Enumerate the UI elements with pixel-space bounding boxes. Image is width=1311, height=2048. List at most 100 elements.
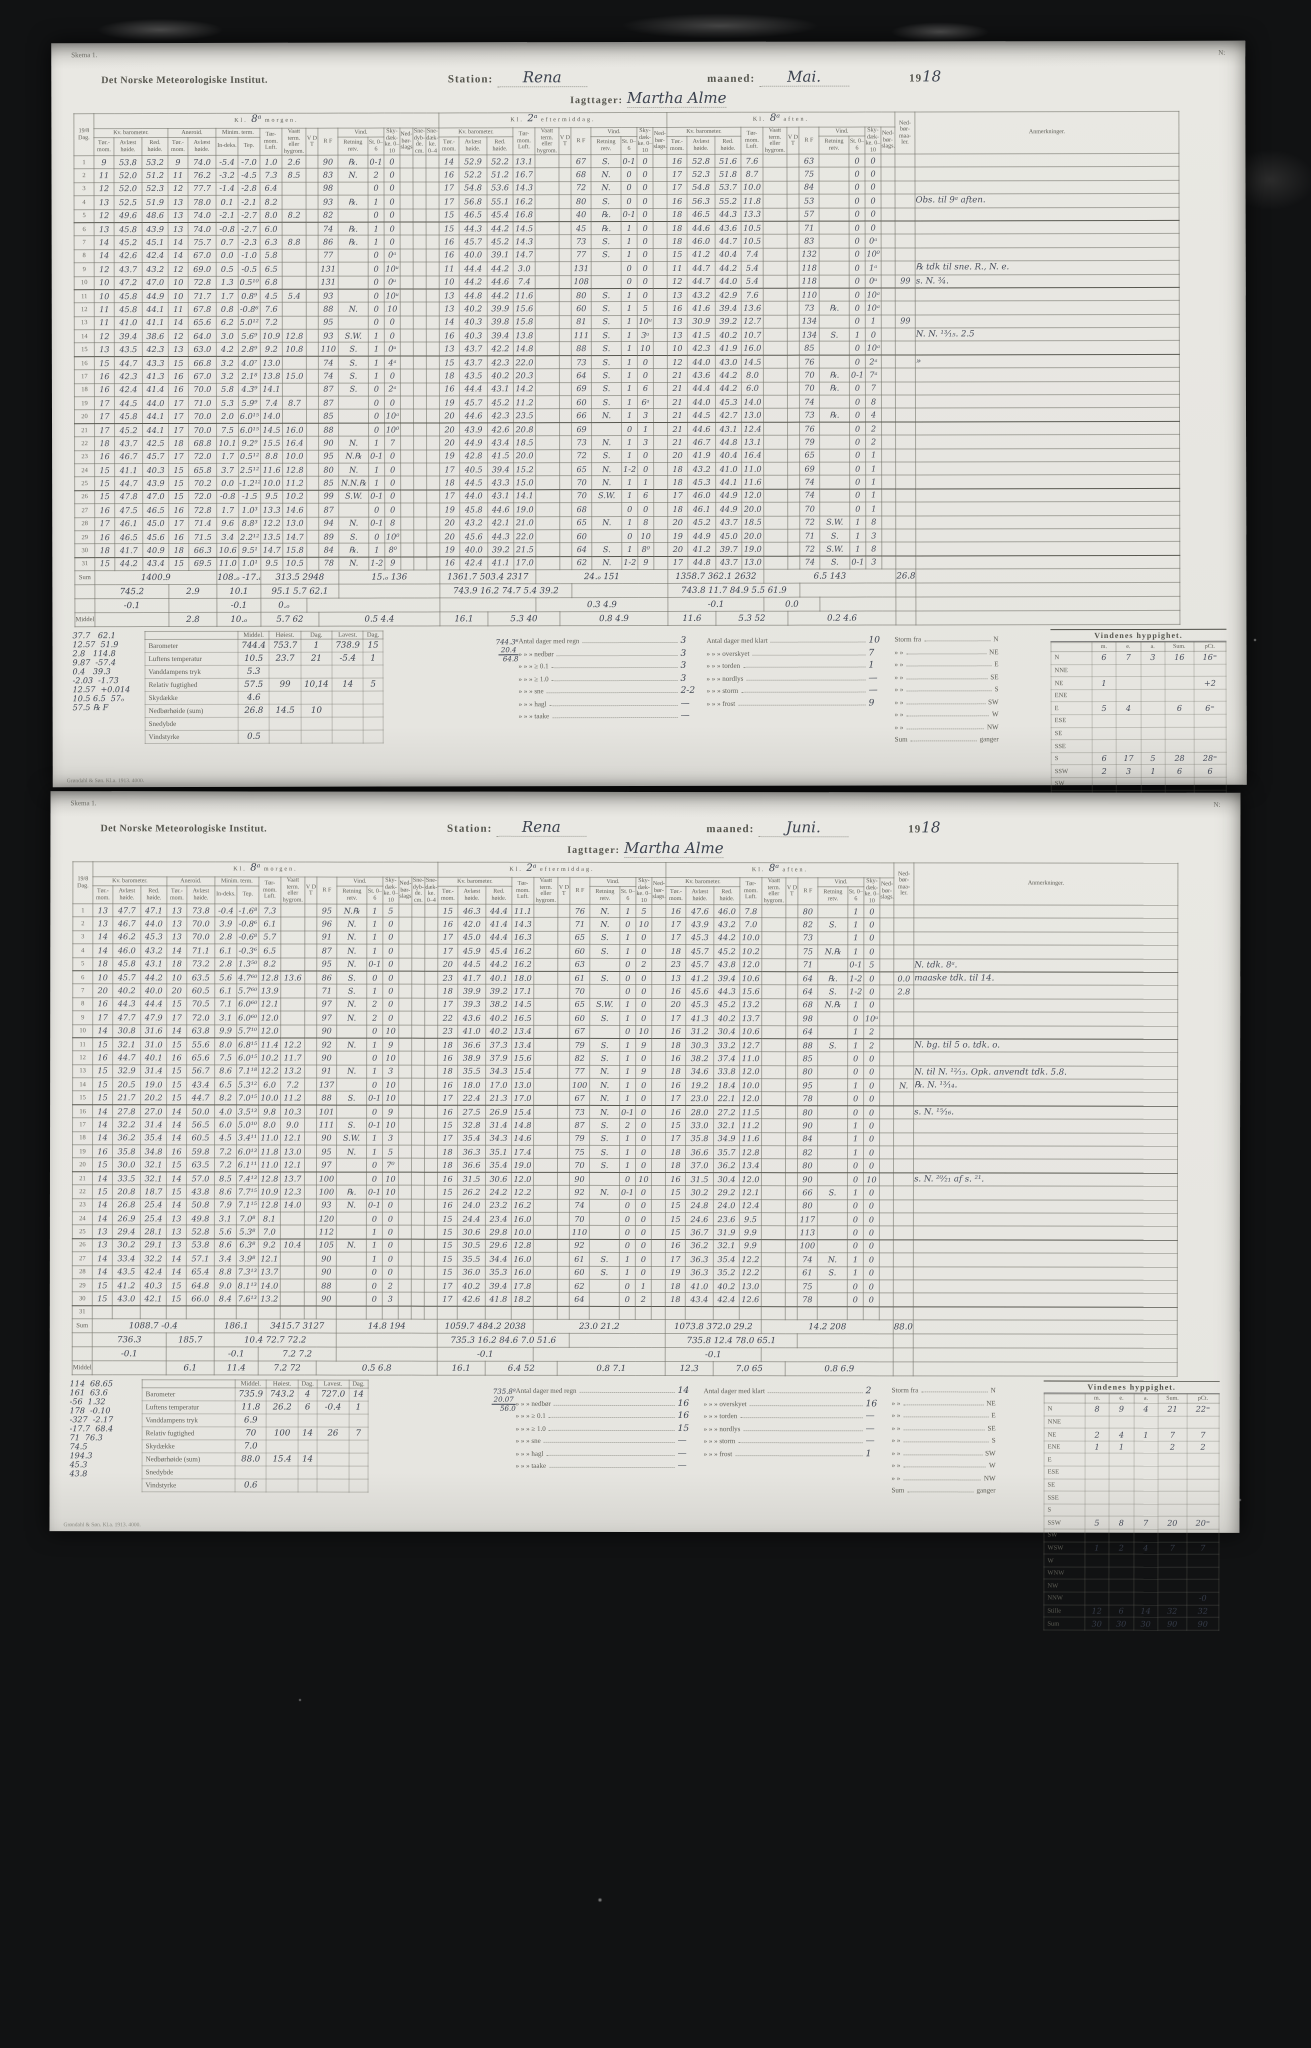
data-cell xyxy=(787,421,800,436)
group-kv-barometer: Kv. barometer. xyxy=(665,877,740,888)
data-cell: 45.0 xyxy=(142,517,169,531)
wind-count xyxy=(1091,727,1117,740)
remark-cell xyxy=(915,367,1180,382)
data-cell xyxy=(787,488,800,503)
data-cell: 15 xyxy=(166,1185,187,1199)
data-cell: 80 xyxy=(797,1065,818,1079)
wind-count: 90 xyxy=(1157,1617,1187,1631)
data-cell xyxy=(559,315,572,329)
data-cell: 15.8 xyxy=(282,543,307,557)
storm-row: » » NE xyxy=(892,1399,996,1412)
data-cell: 36.6 xyxy=(457,1038,486,1052)
data-cell: 15 xyxy=(168,476,189,491)
data-cell xyxy=(424,1279,438,1293)
stats-value: 735.9 xyxy=(235,1388,267,1402)
data-cell: 7.3¹³ xyxy=(236,1265,259,1279)
wind-direction: N xyxy=(1050,651,1092,665)
leader-dots xyxy=(906,702,986,705)
data-cell: 0 xyxy=(635,1225,652,1240)
scribble-line: -2.03 -1.73 xyxy=(72,676,119,686)
data-cell: 1 xyxy=(847,998,864,1012)
day-number: 28 xyxy=(72,1265,93,1279)
data-cell xyxy=(761,1172,786,1186)
data-cell: S. xyxy=(591,342,622,356)
data-cell: S. xyxy=(589,1158,620,1173)
data-cell xyxy=(426,355,440,370)
subcol-tør: Tør.-mom. xyxy=(166,886,187,904)
remark-cell xyxy=(915,340,1180,355)
stats-value xyxy=(348,1440,369,1454)
stats-value: 5.3 xyxy=(238,665,270,679)
data-cell: 0 xyxy=(382,1225,399,1239)
data-cell: 44.4 xyxy=(687,382,716,396)
data-cell: 9.9 xyxy=(214,1024,237,1038)
data-cell: N. xyxy=(337,168,369,182)
data-cell xyxy=(879,1226,894,1240)
data-cell: 14.1 xyxy=(513,489,536,503)
data-cell: 0 xyxy=(635,1091,652,1106)
data-cell: 20.2 xyxy=(140,1091,167,1105)
data-cell: 17 xyxy=(439,489,460,504)
day-count-row: » » » nedbør 16 xyxy=(516,1398,704,1411)
data-cell: 39.4 xyxy=(487,328,514,343)
data-cell xyxy=(559,542,572,557)
data-cell: 16 xyxy=(94,450,115,464)
data-cell xyxy=(400,462,414,477)
remark-cell xyxy=(913,945,1178,959)
data-cell: 44.2 xyxy=(485,957,512,972)
data-cell: 0 xyxy=(863,1186,880,1200)
data-cell: 10 xyxy=(166,970,187,985)
data-cell xyxy=(424,904,438,918)
data-cell xyxy=(763,167,788,182)
data-cell: 12 xyxy=(168,262,189,277)
storm-unit: ganger xyxy=(976,1486,996,1495)
data-cell: 63.5 xyxy=(186,970,215,985)
day-number: 30 xyxy=(74,543,95,558)
data-cell: S. xyxy=(819,328,850,342)
stats-value xyxy=(317,1466,349,1480)
leader-dots xyxy=(556,654,678,656)
data-cell xyxy=(763,221,788,235)
data-cell xyxy=(533,1051,558,1066)
stats-value: 10,14 xyxy=(300,678,333,692)
data-cell: 9 xyxy=(93,155,114,170)
nedbormaaler-value xyxy=(893,945,914,959)
nedbormaaler-value xyxy=(893,1052,914,1066)
data-cell: 20.3 xyxy=(513,368,536,383)
wind-frequency-title: Vindenes hyppighet. xyxy=(1050,628,1227,643)
data-cell: 15 xyxy=(166,1037,187,1052)
wind-direction: SE xyxy=(1051,727,1092,740)
data-cell: 19.0 xyxy=(741,542,764,557)
data-cell xyxy=(306,235,319,249)
scribble-line: -56 1.32 xyxy=(69,1397,106,1407)
data-cell xyxy=(280,944,305,958)
nedbormaaler-value xyxy=(895,167,916,181)
data-cell: 14 xyxy=(92,1131,113,1145)
data-cell: 10 xyxy=(635,1172,652,1186)
data-cell: 0 xyxy=(382,1198,399,1213)
data-cell xyxy=(533,1105,558,1119)
data-cell: 0-1 xyxy=(849,368,866,382)
data-cell xyxy=(881,341,896,355)
subcol-st: St. 0–6 xyxy=(619,886,636,905)
data-cell: 85 xyxy=(318,409,339,424)
stats-row: Luftens temperatur 10.5 23.7 21 -5.4 1 xyxy=(144,652,383,666)
data-cell: 16.2 xyxy=(511,944,534,958)
stats-value: 23.7 xyxy=(269,652,301,666)
data-cell xyxy=(653,315,668,329)
data-cell: 13 xyxy=(92,903,113,918)
data-cell: 30.4 xyxy=(713,1025,740,1039)
data-cell: 2 xyxy=(619,1118,636,1133)
data-cell xyxy=(761,1132,786,1146)
data-cell: N.℞ xyxy=(338,449,369,464)
data-cell: 11.4 xyxy=(258,1037,281,1052)
leader-dots xyxy=(546,692,678,694)
data-cell xyxy=(306,489,319,504)
day-count-row: » » » ≥ 1.0 3 xyxy=(519,673,707,686)
data-cell xyxy=(787,274,800,289)
data-cell: 95 xyxy=(318,315,339,330)
subcol-red: Red. høide. xyxy=(140,886,167,904)
stats-label: Vanddampens tryk xyxy=(145,665,239,679)
data-cell: 36.6 xyxy=(457,1158,486,1173)
data-cell: 74 xyxy=(318,356,339,370)
